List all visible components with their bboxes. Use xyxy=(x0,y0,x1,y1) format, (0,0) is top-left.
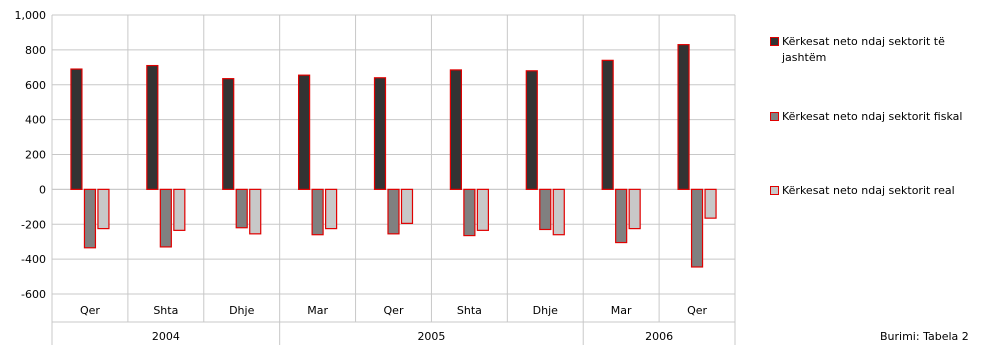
bar xyxy=(476,188,489,231)
bar xyxy=(97,188,110,230)
bar xyxy=(400,188,414,224)
bar xyxy=(249,188,262,235)
bar xyxy=(173,188,186,231)
y-tick-label: -600 xyxy=(21,288,46,301)
x-axis: Qer Shta Dhje Mar Qer Shta Dhje Mar Qer 2004 2005 2… xyxy=(51,15,736,345)
bar xyxy=(463,188,476,237)
y-tick-label: 0 xyxy=(39,183,46,196)
y-tick-label: 1,000 xyxy=(15,9,47,22)
bar xyxy=(387,188,400,235)
bar xyxy=(222,78,235,190)
bar xyxy=(235,188,248,229)
bar xyxy=(449,69,462,190)
bar xyxy=(690,188,704,268)
bar xyxy=(83,188,97,249)
bar xyxy=(704,188,717,219)
bar xyxy=(677,44,690,190)
bar xyxy=(525,70,538,190)
x-tick-label: Mar xyxy=(611,304,632,317)
bar xyxy=(70,68,83,190)
y-tick-label: 600 xyxy=(25,79,46,92)
bar xyxy=(311,188,324,236)
x-tick-label: Shta xyxy=(457,304,482,317)
y-tick-label: 800 xyxy=(25,44,46,57)
bar xyxy=(146,64,159,190)
year-label: 2006 xyxy=(645,330,673,343)
bar xyxy=(539,188,552,231)
x-tick-label: Qer xyxy=(80,304,100,317)
bar xyxy=(159,188,172,248)
bar xyxy=(601,59,614,190)
bar xyxy=(373,77,387,190)
legend-label: Kërkesat neto ndaj sektorit fiskal xyxy=(782,110,963,123)
bar-chart: -600 -400 -200 0 200 400 600 800 1,000 Qer Shta Dh… xyxy=(15,9,736,345)
y-tick-label: 200 xyxy=(25,149,46,162)
legend-swatch xyxy=(770,37,779,46)
y-tick-label: -400 xyxy=(21,253,46,266)
y-tick-label: 400 xyxy=(25,114,46,127)
bar xyxy=(325,188,338,230)
x-tick-label: Mar xyxy=(307,304,328,317)
bars xyxy=(70,44,717,268)
legend-item-real: Kërkesat neto ndaj sektorit real xyxy=(770,183,990,199)
bar xyxy=(298,74,311,190)
year-label: 2004 xyxy=(152,330,180,343)
legend-swatch xyxy=(770,186,779,195)
legend-label: Kërkesat neto ndaj sektorit real xyxy=(782,184,955,197)
legend-label: Kërkesat neto ndaj sektorit të jashtëm xyxy=(782,35,945,64)
legend-item-fiscal: Kërkesat neto ndaj sektorit fiskal xyxy=(770,109,990,125)
source-note: Burimi: Tabela 2 xyxy=(880,330,969,343)
x-tick-label: Dhje xyxy=(229,304,254,317)
y-tick-label: -200 xyxy=(21,218,46,231)
legend-swatch xyxy=(770,112,779,121)
year-label: 2005 xyxy=(417,330,445,343)
x-tick-label: Qer xyxy=(687,304,707,317)
bar xyxy=(628,188,641,230)
x-tick-label: Shta xyxy=(153,304,178,317)
y-axis-ticks: -600 -400 -200 0 200 400 600 800 1,000 xyxy=(15,9,47,301)
x-tick-label: Qer xyxy=(384,304,404,317)
x-tick-label: Dhje xyxy=(533,304,558,317)
legend-item-external: Kërkesat neto ndaj sektorit të jashtëm xyxy=(770,34,990,66)
bar xyxy=(552,188,565,236)
bar xyxy=(615,188,628,244)
